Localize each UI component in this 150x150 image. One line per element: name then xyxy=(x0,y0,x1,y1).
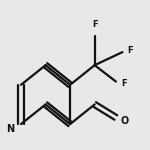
Text: F: F xyxy=(92,20,98,29)
Text: O: O xyxy=(121,116,129,126)
Text: F: F xyxy=(127,46,133,55)
Text: F: F xyxy=(121,79,126,88)
Text: N: N xyxy=(6,124,15,134)
